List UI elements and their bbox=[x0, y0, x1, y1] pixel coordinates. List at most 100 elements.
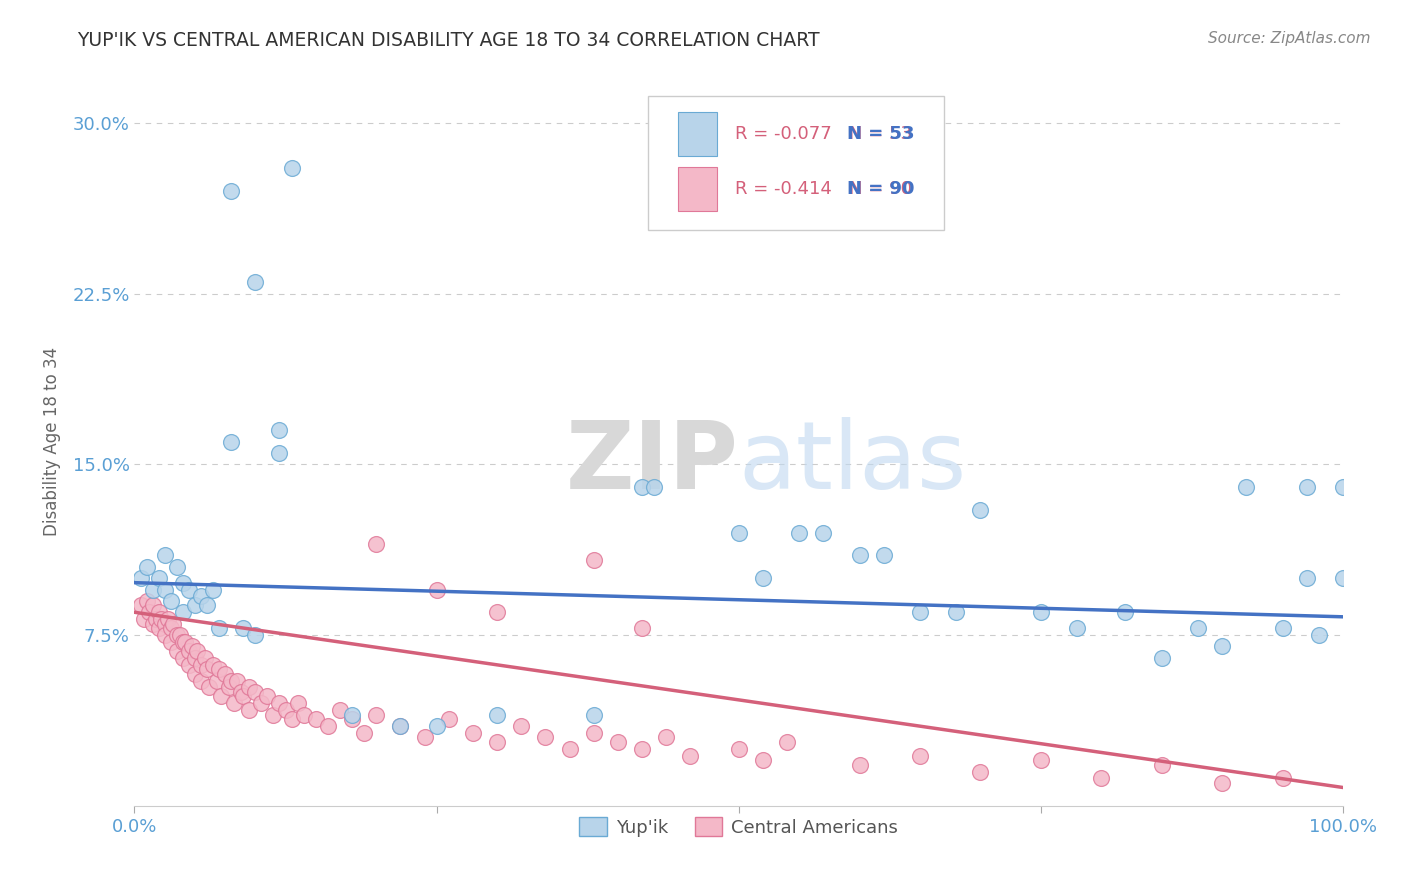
Point bbox=[172, 575, 194, 590]
Point bbox=[238, 681, 260, 695]
Point bbox=[184, 650, 207, 665]
Point bbox=[222, 696, 245, 710]
Point bbox=[1150, 757, 1173, 772]
Point bbox=[1029, 753, 1052, 767]
Point bbox=[190, 657, 212, 672]
Point bbox=[631, 480, 654, 494]
Point bbox=[214, 666, 236, 681]
Point bbox=[752, 753, 775, 767]
Point bbox=[752, 571, 775, 585]
FancyBboxPatch shape bbox=[678, 112, 717, 156]
Text: ZIP: ZIP bbox=[565, 417, 738, 509]
Point bbox=[153, 616, 176, 631]
Point bbox=[269, 446, 291, 460]
Point bbox=[226, 673, 249, 688]
FancyBboxPatch shape bbox=[648, 95, 945, 230]
Point bbox=[153, 549, 176, 563]
Point bbox=[631, 741, 654, 756]
Point bbox=[1295, 571, 1317, 585]
Point bbox=[157, 612, 180, 626]
Point bbox=[426, 582, 449, 597]
Point bbox=[1331, 571, 1354, 585]
Point bbox=[208, 662, 231, 676]
Point bbox=[232, 690, 254, 704]
Point bbox=[643, 480, 665, 494]
Point bbox=[908, 605, 931, 619]
Point bbox=[340, 707, 363, 722]
Point bbox=[184, 599, 207, 613]
Point bbox=[1150, 650, 1173, 665]
Point bbox=[510, 719, 533, 733]
Point bbox=[193, 650, 215, 665]
Point bbox=[135, 559, 157, 574]
Point bbox=[1029, 605, 1052, 619]
Point bbox=[558, 741, 581, 756]
Point bbox=[437, 712, 460, 726]
Point bbox=[159, 594, 181, 608]
Point bbox=[340, 712, 363, 726]
Text: atlas: atlas bbox=[738, 417, 967, 509]
Point bbox=[202, 657, 225, 672]
Point bbox=[1331, 480, 1354, 494]
Point bbox=[166, 644, 188, 658]
Point bbox=[366, 537, 388, 551]
Point bbox=[1308, 628, 1330, 642]
Point bbox=[945, 605, 967, 619]
Text: R = -0.414   N = 90: R = -0.414 N = 90 bbox=[735, 180, 912, 198]
Point bbox=[606, 735, 628, 749]
Point bbox=[269, 696, 291, 710]
Point bbox=[305, 712, 328, 726]
Point bbox=[186, 644, 208, 658]
Point bbox=[485, 605, 508, 619]
Point bbox=[461, 726, 484, 740]
Point bbox=[238, 703, 260, 717]
Point bbox=[389, 719, 412, 733]
Point bbox=[142, 599, 165, 613]
Legend: Yup'ik, Central Americans: Yup'ik, Central Americans bbox=[572, 810, 905, 844]
Point bbox=[229, 685, 252, 699]
Point bbox=[1271, 621, 1294, 635]
Point bbox=[848, 549, 870, 563]
Point bbox=[250, 696, 273, 710]
Point bbox=[218, 681, 240, 695]
Point bbox=[655, 731, 678, 745]
Point bbox=[262, 707, 284, 722]
Text: R = -0.077   N = 53: R = -0.077 N = 53 bbox=[735, 125, 912, 144]
Point bbox=[485, 707, 508, 722]
Point bbox=[195, 662, 218, 676]
Text: YUP'IK VS CENTRAL AMERICAN DISABILITY AGE 18 TO 34 CORRELATION CHART: YUP'IK VS CENTRAL AMERICAN DISABILITY AG… bbox=[77, 31, 820, 50]
Point bbox=[969, 764, 991, 779]
Point bbox=[172, 635, 194, 649]
Point bbox=[908, 748, 931, 763]
Point bbox=[211, 690, 233, 704]
Point bbox=[219, 673, 242, 688]
Point bbox=[129, 599, 152, 613]
Point bbox=[198, 681, 221, 695]
Point bbox=[287, 696, 309, 710]
Point bbox=[153, 628, 176, 642]
Point bbox=[129, 571, 152, 585]
Point bbox=[150, 612, 173, 626]
Point bbox=[219, 184, 242, 198]
Point bbox=[190, 673, 212, 688]
Point bbox=[426, 719, 449, 733]
Point bbox=[177, 644, 200, 658]
Point bbox=[184, 666, 207, 681]
Point bbox=[172, 650, 194, 665]
Y-axis label: Disability Age 18 to 34: Disability Age 18 to 34 bbox=[44, 347, 60, 536]
Point bbox=[776, 735, 799, 749]
Point bbox=[232, 621, 254, 635]
Point bbox=[159, 635, 181, 649]
Point bbox=[174, 635, 197, 649]
Point bbox=[969, 503, 991, 517]
Point bbox=[1211, 640, 1233, 654]
Point bbox=[727, 741, 749, 756]
Point bbox=[134, 612, 156, 626]
Point bbox=[582, 726, 605, 740]
Point bbox=[679, 748, 702, 763]
Point bbox=[274, 703, 297, 717]
Point bbox=[582, 553, 605, 567]
Point bbox=[172, 605, 194, 619]
Point bbox=[1295, 480, 1317, 494]
Point bbox=[166, 559, 188, 574]
